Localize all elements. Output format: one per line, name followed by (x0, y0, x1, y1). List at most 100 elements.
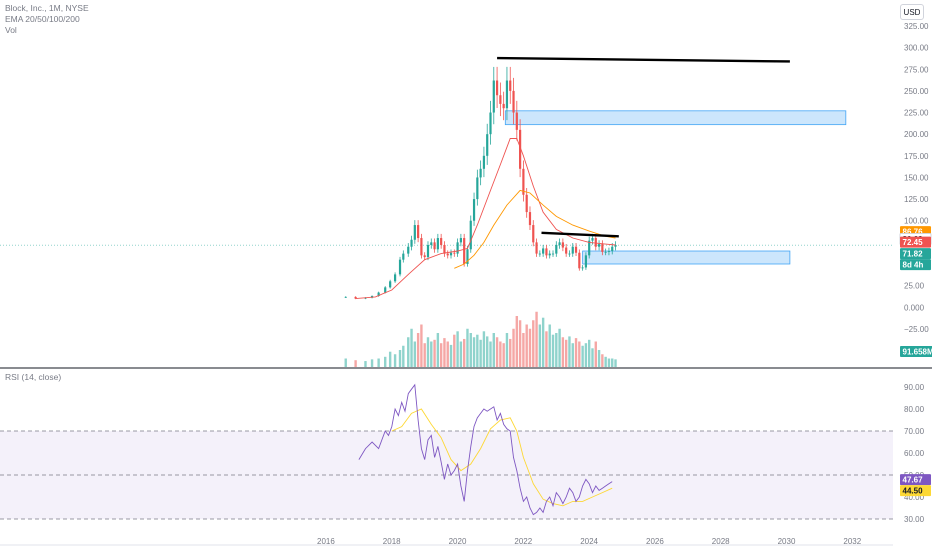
candle-body (430, 242, 433, 245)
candle-body (417, 225, 420, 239)
volume-bar (393, 354, 397, 367)
candle-body (482, 155, 486, 169)
rsi-ma-line (391, 408, 613, 507)
candle-body (571, 246, 574, 254)
candle-body (486, 134, 489, 156)
rsi-axis-tick: 90.00 (904, 383, 925, 392)
currency-button[interactable]: USD (900, 4, 924, 20)
volume-bar (604, 356, 607, 367)
rsi-band (0, 431, 893, 519)
candle-body (443, 244, 446, 254)
price-badge-ema50-bg (900, 226, 931, 238)
candle-body (426, 244, 430, 258)
candle-body (561, 242, 564, 248)
candle-body (407, 246, 410, 254)
candle-body (545, 248, 548, 256)
candle-body (410, 239, 413, 247)
price-axis-tick: 225.00 (904, 109, 929, 118)
volume-bar (502, 343, 505, 367)
candle-body (502, 103, 505, 109)
volume-bar (614, 359, 617, 367)
volume-bar (574, 338, 578, 367)
volume-bar (597, 350, 601, 367)
candle-body (604, 251, 607, 253)
volume-bar (561, 337, 565, 367)
price-axis-tick: 175.00 (904, 152, 929, 161)
candle-body (433, 242, 436, 250)
rsi-axis-tick: 80.00 (904, 405, 925, 414)
volume-bar (581, 345, 584, 367)
candle-body (542, 248, 545, 254)
rsi-axis-tick: 70.00 (904, 427, 925, 436)
candle-body (466, 249, 469, 264)
candle-body (463, 238, 466, 264)
candle-body (597, 244, 601, 247)
trendline (497, 56, 790, 63)
volume-bar (492, 333, 495, 367)
volume-bar (555, 333, 558, 367)
price-badge-last: 71.82 (903, 250, 924, 259)
volume-bar (594, 341, 597, 367)
candle-body (495, 80, 499, 96)
volume-bar (584, 343, 588, 367)
candle-body (370, 296, 374, 298)
candle-body (472, 199, 476, 221)
candle-body (476, 177, 479, 200)
volume-bar (398, 350, 402, 367)
volume-bar (476, 334, 479, 367)
price-axis-tick: 150.00 (904, 173, 929, 182)
volume-bar (354, 360, 357, 367)
volume-bar (407, 337, 410, 367)
candle-body (489, 112, 492, 135)
volume-bar (548, 324, 551, 367)
volume-bar (384, 356, 387, 367)
volume-bar (459, 341, 463, 367)
volume-bar (489, 341, 492, 367)
volume-bar (558, 328, 561, 367)
price-axis-tick: −25.00 (904, 325, 929, 334)
candle-body (423, 255, 426, 258)
candle-body (440, 238, 443, 245)
candle-body (459, 238, 462, 243)
ema20-line (355, 138, 616, 300)
rsi-badge: 47.67 (903, 476, 924, 485)
volume-bar (486, 336, 489, 367)
volume-bar (377, 358, 380, 367)
candle-body (479, 168, 482, 178)
candle-body (611, 246, 614, 252)
rsi-ma-badge-bg (900, 485, 931, 497)
ema-indicator-label[interactable]: EMA 20/50/100/200 (5, 14, 80, 24)
volume-bar (433, 339, 436, 367)
candle-body (574, 246, 578, 253)
symbol-title: Block, Inc., 1M, NYSE (5, 3, 89, 13)
candle-body (578, 252, 581, 269)
support-resistance-zone (504, 110, 847, 126)
candle-body (548, 253, 551, 256)
time-axis-tick: 2032 (843, 537, 861, 546)
volume-bar (564, 339, 568, 367)
price-badge-ema50: 86.76 (903, 228, 924, 237)
volume-bar (370, 359, 374, 367)
volume-bar (591, 348, 594, 367)
candle-body (558, 242, 561, 245)
time-axis-tick: 2030 (778, 537, 796, 546)
candle-body (568, 253, 571, 255)
volume-indicator-label[interactable]: Vol (5, 25, 17, 35)
candle-body (528, 212, 532, 226)
candle-body (389, 281, 392, 288)
candle-body (446, 253, 449, 256)
time-axis-tick: 2024 (580, 537, 598, 546)
rsi-indicator-label[interactable]: RSI (14, close) (5, 372, 62, 382)
trendline (541, 231, 619, 238)
candle-body (393, 274, 397, 282)
time-axis-tick: 2018 (383, 537, 401, 546)
volume-bar (453, 334, 456, 367)
price-badge-ema20-bg (900, 236, 931, 248)
candle-body (398, 259, 402, 275)
candle-body (436, 238, 439, 250)
candle-body (601, 244, 604, 252)
volume-bar (462, 338, 466, 367)
volume-bar (466, 328, 469, 367)
candle-body (532, 225, 535, 243)
